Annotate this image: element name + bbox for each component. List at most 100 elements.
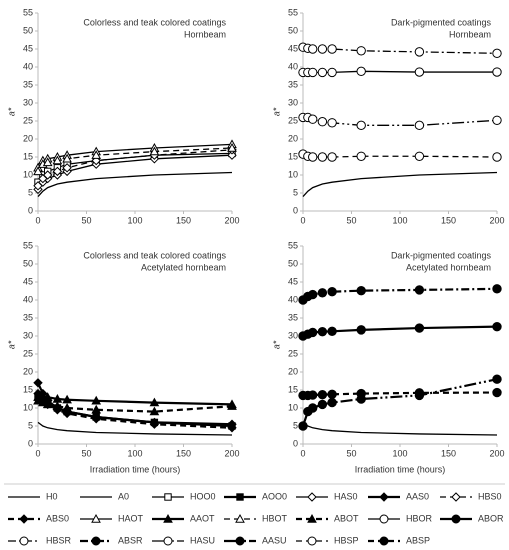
legend-label: ABOR bbox=[478, 513, 504, 523]
y-tick-label: 20 bbox=[23, 366, 33, 376]
y-tick-label: 35 bbox=[288, 312, 298, 322]
marker bbox=[317, 67, 328, 78]
y-tick-label: 30 bbox=[23, 330, 33, 340]
y-tick-label: 25 bbox=[23, 348, 33, 358]
y-tick-label: 55 bbox=[288, 7, 298, 17]
series-line bbox=[37, 421, 233, 436]
marker bbox=[379, 514, 389, 524]
marker bbox=[91, 513, 101, 523]
marker bbox=[164, 493, 172, 501]
legend-label: A0 bbox=[118, 491, 129, 501]
y-axis-label: a* bbox=[6, 107, 16, 116]
marker bbox=[19, 514, 29, 524]
legend-label: AASU bbox=[262, 535, 287, 545]
series-line bbox=[302, 153, 498, 158]
legend-label: AAS0 bbox=[406, 491, 429, 501]
marker bbox=[235, 536, 245, 546]
annotation: Hornbeam bbox=[449, 29, 491, 39]
marker bbox=[62, 402, 72, 412]
marker bbox=[62, 163, 72, 173]
legend-label: ABOT bbox=[334, 513, 359, 523]
marker bbox=[149, 397, 160, 407]
marker bbox=[308, 403, 318, 413]
marker bbox=[317, 117, 328, 127]
marker bbox=[163, 513, 173, 523]
x-tick-label: 0 bbox=[35, 448, 40, 458]
marker bbox=[33, 395, 43, 405]
marker bbox=[317, 44, 328, 54]
series-line bbox=[302, 421, 498, 436]
marker bbox=[307, 513, 317, 523]
annotation: Hornbeam bbox=[184, 29, 226, 39]
marker bbox=[327, 287, 337, 297]
y-tick-label: 20 bbox=[288, 366, 298, 376]
marker bbox=[308, 152, 318, 162]
marker bbox=[414, 285, 425, 295]
legend-label: AOO0 bbox=[262, 491, 287, 501]
marker bbox=[492, 152, 502, 162]
y-tick-label: 55 bbox=[23, 240, 33, 250]
marker bbox=[227, 423, 237, 433]
marker bbox=[414, 67, 425, 77]
y-tick-label: 0 bbox=[293, 205, 298, 215]
y-tick-label: 45 bbox=[288, 43, 298, 53]
y-tick-label: 35 bbox=[23, 312, 33, 322]
marker bbox=[91, 536, 101, 546]
y-tick-label: 35 bbox=[23, 79, 33, 89]
marker bbox=[33, 378, 43, 388]
marker bbox=[356, 325, 366, 335]
marker bbox=[379, 536, 389, 546]
x-tick-label: 100 bbox=[392, 448, 407, 458]
marker bbox=[327, 67, 337, 78]
marker bbox=[33, 181, 43, 191]
y-tick-label: 15 bbox=[23, 384, 33, 394]
legend-label: ABSP bbox=[406, 535, 430, 545]
legend-label: HBSR bbox=[46, 535, 72, 545]
marker bbox=[327, 397, 337, 408]
marker bbox=[356, 120, 366, 131]
marker bbox=[414, 47, 425, 57]
marker bbox=[327, 152, 337, 162]
y-tick-label: 50 bbox=[23, 25, 33, 35]
y-tick-label: 30 bbox=[288, 330, 298, 340]
x-tick-label: 0 bbox=[300, 215, 305, 225]
x-tick-label: 0 bbox=[300, 448, 305, 458]
x-tick-label: 50 bbox=[346, 448, 356, 458]
y-tick-label: 20 bbox=[23, 133, 33, 143]
marker bbox=[19, 536, 29, 546]
marker bbox=[356, 388, 366, 399]
x-tick-label: 150 bbox=[441, 215, 456, 225]
marker bbox=[356, 46, 366, 56]
marker bbox=[52, 401, 63, 410]
marker bbox=[62, 394, 72, 404]
legend-label: AAOT bbox=[190, 513, 215, 523]
marker bbox=[298, 421, 308, 431]
marker bbox=[414, 323, 425, 333]
marker bbox=[33, 166, 43, 176]
y-tick-label: 5 bbox=[293, 420, 298, 430]
y-axis-label: a* bbox=[6, 340, 16, 349]
y-tick-label: 45 bbox=[288, 276, 298, 286]
legend-label: HBOT bbox=[262, 513, 288, 523]
y-tick-label: 40 bbox=[23, 294, 33, 304]
y-tick-label: 25 bbox=[288, 348, 298, 358]
y-tick-label: 5 bbox=[28, 420, 33, 430]
marker bbox=[91, 395, 102, 405]
y-tick-label: 15 bbox=[288, 151, 298, 161]
series-line bbox=[37, 149, 233, 187]
marker bbox=[308, 289, 318, 300]
y-tick-label: 25 bbox=[23, 115, 33, 125]
marker bbox=[235, 513, 245, 523]
x-tick-label: 100 bbox=[127, 448, 142, 458]
marker bbox=[91, 150, 102, 159]
legend-label: HAOT bbox=[118, 513, 144, 523]
annotation: Acetylated hornbeam bbox=[406, 262, 491, 272]
y-tick-label: 20 bbox=[288, 133, 298, 143]
marker bbox=[356, 66, 366, 77]
marker bbox=[308, 327, 318, 338]
x-tick-label: 50 bbox=[346, 215, 356, 225]
y-tick-label: 55 bbox=[288, 240, 298, 250]
annotation: Dark-pigmented coatings bbox=[391, 250, 492, 260]
x-axis-label: Irradiation time (hours) bbox=[90, 464, 181, 474]
